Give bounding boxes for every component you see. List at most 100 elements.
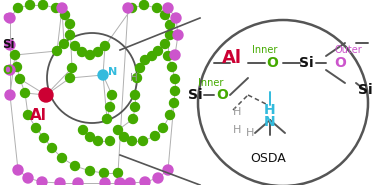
Circle shape xyxy=(138,137,147,145)
Circle shape xyxy=(71,162,79,171)
Circle shape xyxy=(20,88,29,97)
Circle shape xyxy=(129,115,138,124)
Text: O: O xyxy=(2,11,12,24)
Circle shape xyxy=(171,13,181,23)
Circle shape xyxy=(135,63,144,73)
Circle shape xyxy=(5,13,15,23)
Circle shape xyxy=(23,173,33,183)
Text: Inner: Inner xyxy=(198,78,224,88)
Circle shape xyxy=(119,132,129,142)
Circle shape xyxy=(5,40,15,50)
Circle shape xyxy=(170,87,180,95)
Circle shape xyxy=(105,102,115,112)
Text: H: H xyxy=(233,125,241,135)
Circle shape xyxy=(57,3,67,13)
Text: H: H xyxy=(130,73,138,83)
Circle shape xyxy=(141,56,150,65)
Text: N: N xyxy=(108,67,117,77)
Circle shape xyxy=(164,51,172,60)
Circle shape xyxy=(31,124,40,132)
Circle shape xyxy=(169,98,178,107)
Circle shape xyxy=(39,134,48,142)
Circle shape xyxy=(93,48,102,56)
Circle shape xyxy=(153,46,163,56)
Circle shape xyxy=(125,178,135,185)
Text: O: O xyxy=(2,63,12,77)
Circle shape xyxy=(163,165,173,175)
Text: Al: Al xyxy=(222,49,242,67)
Circle shape xyxy=(60,11,70,19)
Text: Si: Si xyxy=(299,56,313,70)
Circle shape xyxy=(113,169,122,177)
Circle shape xyxy=(5,65,15,75)
Circle shape xyxy=(130,102,139,112)
Text: H: H xyxy=(246,128,254,138)
Circle shape xyxy=(163,3,173,13)
Circle shape xyxy=(23,110,33,120)
Circle shape xyxy=(113,125,122,134)
Circle shape xyxy=(85,166,94,176)
Text: Si: Si xyxy=(188,88,202,102)
Circle shape xyxy=(11,51,20,60)
Circle shape xyxy=(98,70,108,80)
Circle shape xyxy=(37,177,47,185)
Circle shape xyxy=(53,46,62,56)
Text: H: H xyxy=(233,107,241,117)
Circle shape xyxy=(39,88,53,102)
Circle shape xyxy=(79,125,87,134)
Text: O: O xyxy=(216,88,228,102)
Circle shape xyxy=(59,40,68,48)
Circle shape xyxy=(12,63,22,71)
Circle shape xyxy=(100,178,110,185)
Circle shape xyxy=(14,4,23,13)
Text: Si: Si xyxy=(2,38,14,51)
Circle shape xyxy=(130,90,139,100)
Text: H: H xyxy=(264,103,276,117)
Text: Al: Al xyxy=(30,107,47,122)
Text: O: O xyxy=(266,56,278,70)
Circle shape xyxy=(127,137,136,145)
Circle shape xyxy=(25,1,34,9)
Circle shape xyxy=(73,178,83,185)
Circle shape xyxy=(77,48,87,56)
Circle shape xyxy=(140,177,150,185)
Circle shape xyxy=(115,178,125,185)
Circle shape xyxy=(93,137,102,145)
Circle shape xyxy=(48,144,56,152)
Circle shape xyxy=(71,41,79,51)
Circle shape xyxy=(65,31,74,40)
Text: Si: Si xyxy=(358,83,372,97)
Circle shape xyxy=(55,178,65,185)
Circle shape xyxy=(153,173,163,183)
Circle shape xyxy=(105,137,115,145)
Text: Inner: Inner xyxy=(252,45,278,55)
Text: N: N xyxy=(264,115,276,129)
Circle shape xyxy=(173,30,183,40)
Circle shape xyxy=(15,75,25,83)
Circle shape xyxy=(99,169,108,177)
Circle shape xyxy=(13,165,23,175)
Circle shape xyxy=(150,132,160,140)
Circle shape xyxy=(158,124,167,132)
Circle shape xyxy=(85,51,94,60)
Circle shape xyxy=(139,1,149,9)
Text: OSDA: OSDA xyxy=(250,152,286,164)
Circle shape xyxy=(133,73,141,83)
Circle shape xyxy=(5,90,15,100)
Circle shape xyxy=(166,31,175,40)
Circle shape xyxy=(65,73,74,83)
Text: O: O xyxy=(334,56,346,70)
Circle shape xyxy=(85,132,94,142)
Circle shape xyxy=(39,1,48,9)
Circle shape xyxy=(51,4,60,13)
Circle shape xyxy=(170,75,180,83)
Circle shape xyxy=(170,50,180,60)
Circle shape xyxy=(166,21,175,29)
Circle shape xyxy=(166,110,175,120)
Text: Outer: Outer xyxy=(334,45,362,55)
Circle shape xyxy=(127,4,136,13)
Circle shape xyxy=(167,63,177,71)
Circle shape xyxy=(101,41,110,51)
Circle shape xyxy=(68,63,76,73)
Circle shape xyxy=(161,40,169,48)
